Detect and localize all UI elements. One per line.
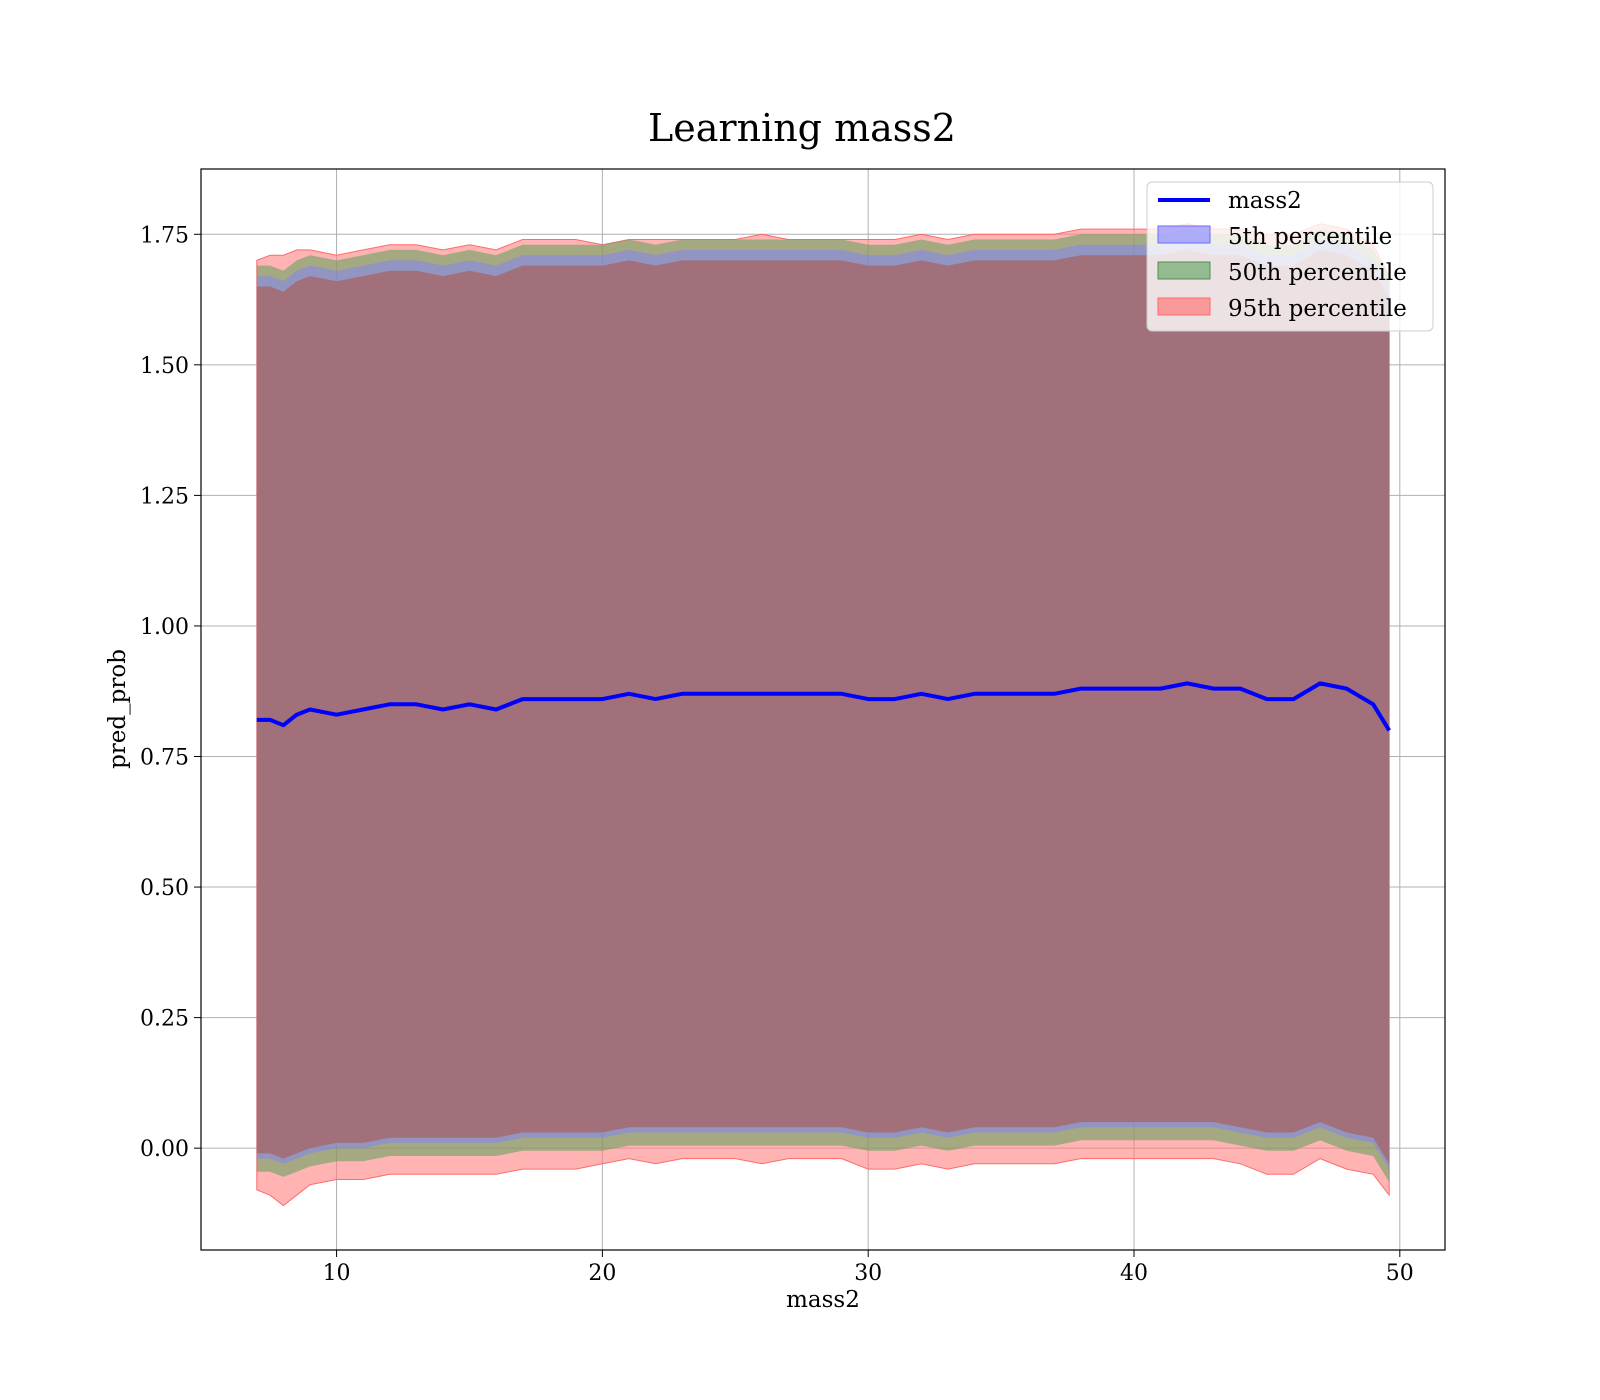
x-ticks: 10 20 30 40 50 [323,1250,1414,1286]
x-tick-label: 50 [1386,1261,1414,1286]
x-tick-label: 20 [588,1261,616,1286]
x-tick-label: 10 [323,1261,351,1286]
y-tick-label: 1.50 [140,354,189,379]
legend-swatch-50th [1157,261,1211,280]
x-tick-label: 30 [854,1261,882,1286]
series-line-mass2 [256,681,1391,732]
y-tick-label: 0.25 [140,1007,189,1032]
y-tick-label: 1.25 [140,484,189,509]
chart-title: Learning mass2 [648,106,956,150]
legend-label-mass2: mass2 [1228,188,1302,214]
percentile-bands [256,223,1390,1207]
y-axis-label: pred_prob [105,649,131,769]
series-lines [256,681,1391,732]
legend-box [1146,181,1434,332]
legend-label-5th: 5th percentile [1228,224,1392,250]
x-axis-label: mass2 [786,1287,860,1313]
legend-label-50th: 50th percentile [1228,260,1407,286]
legend: mass2 5th percentile 50th percentile 95t… [1146,181,1434,332]
y-tick-label: 0.75 [140,746,189,771]
y-tick-label: 0.00 [140,1137,189,1162]
x-tick-label: 40 [1120,1261,1148,1286]
plot-frame [200,168,1446,1251]
y-ticks: 0.00 0.25 0.50 0.75 1.00 1.25 1.50 1.75 [140,223,201,1162]
y-tick-label: 1.75 [140,223,189,248]
band-overlap [256,249,1390,1164]
legend-label-95th: 95th percentile [1228,296,1407,322]
legend-swatch-5th [1157,225,1211,244]
legend-swatch-95th [1157,297,1211,316]
y-tick-label: 1.00 [140,615,189,640]
y-tick-label: 0.50 [140,876,189,901]
